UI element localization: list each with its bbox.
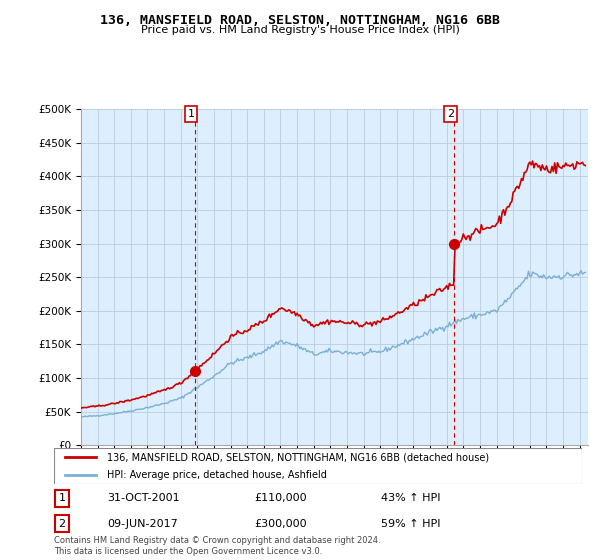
Text: 136, MANSFIELD ROAD, SELSTON, NOTTINGHAM, NG16 6BB (detached house): 136, MANSFIELD ROAD, SELSTON, NOTTINGHAM…: [107, 452, 489, 462]
Text: 31-OCT-2001: 31-OCT-2001: [107, 493, 179, 503]
Text: 1: 1: [188, 109, 194, 119]
Text: 43% ↑ HPI: 43% ↑ HPI: [382, 493, 441, 503]
Text: 59% ↑ HPI: 59% ↑ HPI: [382, 519, 441, 529]
Text: 1: 1: [58, 493, 65, 503]
Text: £110,000: £110,000: [254, 493, 307, 503]
Text: 2: 2: [58, 519, 65, 529]
Text: Contains HM Land Registry data © Crown copyright and database right 2024.
This d: Contains HM Land Registry data © Crown c…: [54, 536, 380, 556]
FancyBboxPatch shape: [54, 448, 582, 484]
Text: Price paid vs. HM Land Registry's House Price Index (HPI): Price paid vs. HM Land Registry's House …: [140, 25, 460, 35]
Text: HPI: Average price, detached house, Ashfield: HPI: Average price, detached house, Ashf…: [107, 470, 326, 480]
Text: 2: 2: [447, 109, 454, 119]
Text: £300,000: £300,000: [254, 519, 307, 529]
Text: 09-JUN-2017: 09-JUN-2017: [107, 519, 178, 529]
Text: 136, MANSFIELD ROAD, SELSTON, NOTTINGHAM, NG16 6BB: 136, MANSFIELD ROAD, SELSTON, NOTTINGHAM…: [100, 14, 500, 27]
